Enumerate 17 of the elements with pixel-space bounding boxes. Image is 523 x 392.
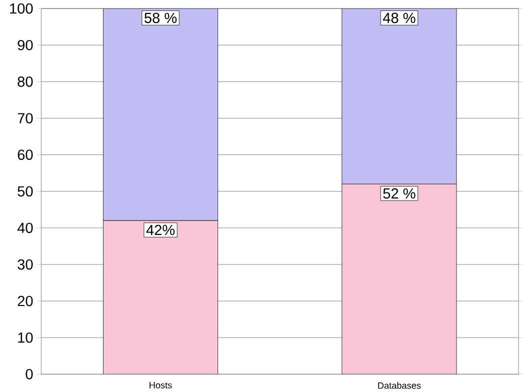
data-label: 42%	[146, 224, 175, 236]
data-label: 58 %	[144, 12, 177, 24]
y-tick-label: 80	[18, 76, 33, 87]
data-label: 52 %	[383, 188, 416, 199]
y-tick-label: 60	[18, 150, 33, 160]
x-tick-label: Databases	[378, 382, 421, 389]
y-tick-label: 90	[18, 40, 33, 50]
y-tick-label: 70	[18, 113, 33, 124]
data-label: 48 %	[382, 12, 416, 24]
y-tick-label: 50	[18, 186, 33, 196]
x-tick-label: Hosts	[150, 382, 172, 388]
y-tick-label: 100	[10, 3, 33, 14]
y-tick-label: 10	[18, 332, 33, 343]
y-tick-label: 20	[18, 296, 33, 306]
y-tick-label: 0	[26, 368, 33, 380]
y-tick-label: 30	[18, 259, 33, 270]
y-tick-label: 40	[17, 222, 33, 234]
